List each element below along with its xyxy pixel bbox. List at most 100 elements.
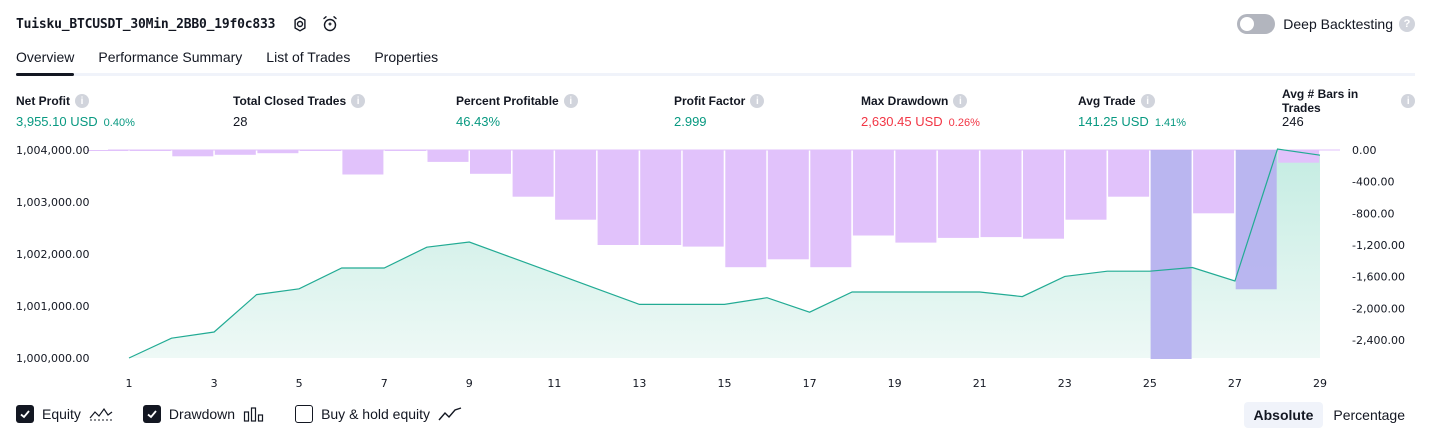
buy-hold-checkbox[interactable] <box>295 405 314 423</box>
legend-equity[interactable]: Equity <box>16 405 113 423</box>
metric-value: 3,955.10 USD <box>16 114 98 129</box>
drawdown-bar[interactable] <box>129 150 171 151</box>
chart-legend: Equity Drawdown Buy & hold equity <box>16 404 492 424</box>
alarm-clock-plus-icon[interactable] <box>319 13 341 35</box>
drawdown-bar[interactable] <box>214 150 256 155</box>
tab-overview[interactable]: Overview <box>16 46 75 76</box>
info-icon[interactable]: i <box>1401 94 1415 108</box>
deep-backtesting-label: Deep Backtesting <box>1283 16 1393 32</box>
strategy-title[interactable]: Tuisku_BTCUSDT_30Min_2BB0_19f0c833 <box>16 16 276 32</box>
x-axis-tick: 1 <box>126 377 133 390</box>
check-icon <box>147 410 157 419</box>
equity-axis-tick: 1,001,000.00 <box>16 300 89 313</box>
drawdown-axis-tick: -1,600.00 <box>1352 271 1405 284</box>
drawdown-axis-tick: -800.00 <box>1352 207 1394 220</box>
equity-line-icon <box>89 406 113 422</box>
gear-icon[interactable] <box>289 13 311 35</box>
drawdown-checkbox[interactable] <box>142 405 161 423</box>
x-axis-tick: 5 <box>296 377 303 390</box>
equity-axis-tick: 1,000,000.00 <box>16 352 89 365</box>
equity-drawdown-chart[interactable]: 1,004,000.00 1,003,000.00 1,002,000.00 1,00… <box>0 0 1431 400</box>
legend-drawdown[interactable]: Drawdown <box>142 405 265 423</box>
drawdown-axis-tick: -400.00 <box>1352 176 1394 189</box>
drawdown-bar[interactable] <box>767 150 809 260</box>
drawdown-axis-tick: -2,400.00 <box>1352 334 1405 347</box>
metric-label: Net Profit <box>16 94 70 108</box>
metric-percent: 0.26% <box>948 117 980 129</box>
drawdown-bar[interactable] <box>980 150 1022 238</box>
metric-value: 2,630.45 USD <box>861 114 943 129</box>
drawdown-bar[interactable] <box>172 150 214 157</box>
drawdown-bar[interactable] <box>1065 150 1107 220</box>
legend-buy-hold[interactable]: Buy & hold equity <box>295 405 462 423</box>
drawdown-bar[interactable] <box>1150 150 1192 359</box>
equity-checkbox[interactable] <box>16 405 34 423</box>
metric-value: 141.25 USD <box>1078 114 1149 129</box>
deep-backtesting-control: Deep Backtesting ? <box>1237 12 1415 36</box>
drawdown-bar[interactable] <box>555 150 597 220</box>
metric-value: 28 <box>233 114 248 129</box>
info-icon[interactable]: i <box>75 94 89 108</box>
deep-backtesting-toggle[interactable] <box>1237 14 1276 34</box>
drawdown-bar[interactable] <box>895 150 937 243</box>
drawdown-bar[interactable] <box>470 150 511 174</box>
equity-area <box>129 149 1320 358</box>
scale-mode-switch: Absolute Percentage <box>1243 402 1416 428</box>
drawdown-bar[interactable] <box>427 150 469 162</box>
x-axis-tick: 21 <box>973 377 987 390</box>
metric-label: Avg # Bars in Trades <box>1282 87 1359 115</box>
x-axis-tick: 13 <box>632 377 646 390</box>
drawdown-bar[interactable] <box>810 150 852 268</box>
drawdown-bar[interactable] <box>682 150 724 247</box>
absolute-button[interactable]: Absolute <box>1243 402 1324 428</box>
drawdown-bar[interactable] <box>597 150 639 245</box>
metric-label: Total Closed Trades <box>233 94 347 108</box>
drawdown-bar[interactable] <box>937 150 979 238</box>
drawdown-bar[interactable] <box>640 150 682 245</box>
metric-label: Percent Profitable <box>456 94 559 108</box>
percentage-button[interactable]: Percentage <box>1333 407 1405 423</box>
equity-axis-tick: 1,003,000.00 <box>16 196 89 209</box>
metric-percent-profitable: Percent Profitable i 46.43% <box>456 93 578 129</box>
metric-net-profit: Net Profit i 3,955.10 USD 0.40% <box>16 93 135 129</box>
x-axis-tick: 7 <box>381 377 388 390</box>
x-axis-tick: 17 <box>803 377 817 390</box>
drawdown-bar[interactable] <box>257 150 299 154</box>
x-axis-tick: 9 <box>466 377 473 390</box>
drawdown-bar[interactable] <box>512 150 554 197</box>
equity-axis-tick: 1,004,000.00 <box>16 144 89 157</box>
buy-hold-line-icon <box>438 406 462 422</box>
drawdown-bar[interactable] <box>299 150 341 151</box>
drawdown-bar[interactable] <box>1193 150 1235 214</box>
drawdown-bar[interactable] <box>1023 150 1064 239</box>
toggle-knob <box>1240 17 1255 31</box>
equity-line[interactable] <box>128 148 1321 359</box>
legend-label: Equity <box>42 406 81 422</box>
metric-max-drawdown: Max Drawdown i 2,630.45 USD 0.26% <box>861 93 980 129</box>
tab-properties[interactable]: Properties <box>374 49 439 65</box>
metric-value: 2.999 <box>674 114 707 129</box>
info-icon[interactable]: i <box>953 94 968 108</box>
drawdown-bar[interactable] <box>1108 150 1150 197</box>
x-axis-tick: 27 <box>1228 377 1242 390</box>
question-icon[interactable]: ? <box>1399 16 1415 32</box>
drawdown-bar[interactable] <box>342 150 384 175</box>
drawdown-bar[interactable] <box>852 150 894 236</box>
metric-label: Avg Trade <box>1078 94 1136 108</box>
x-axis-tick: 25 <box>1143 377 1157 390</box>
drawdown-axis-tick: -1,200.00 <box>1352 239 1405 252</box>
drawdown-bar[interactable] <box>87 150 129 151</box>
info-icon[interactable]: i <box>750 94 765 108</box>
info-icon[interactable]: i <box>351 94 366 108</box>
metric-total-closed-trades: Total Closed Trades i 28 <box>233 93 366 129</box>
tab-performance-summary[interactable]: Performance Summary <box>98 49 243 65</box>
metric-percent: 1.41% <box>1154 117 1187 129</box>
info-icon[interactable]: i <box>563 94 578 108</box>
drawdown-bar[interactable] <box>725 150 767 268</box>
drawdown-bar[interactable] <box>385 150 426 151</box>
x-axis-tick: 29 <box>1313 377 1327 390</box>
tab-list-of-trades[interactable]: List of Trades <box>266 49 351 65</box>
x-axis-tick: 11 <box>547 377 561 390</box>
info-icon[interactable]: i <box>1140 94 1155 108</box>
metric-value: 246 <box>1282 114 1304 129</box>
